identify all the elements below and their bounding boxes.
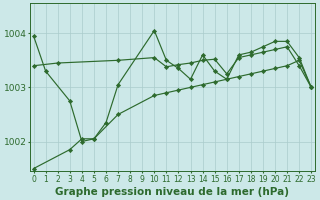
X-axis label: Graphe pression niveau de la mer (hPa): Graphe pression niveau de la mer (hPa)	[55, 187, 289, 197]
